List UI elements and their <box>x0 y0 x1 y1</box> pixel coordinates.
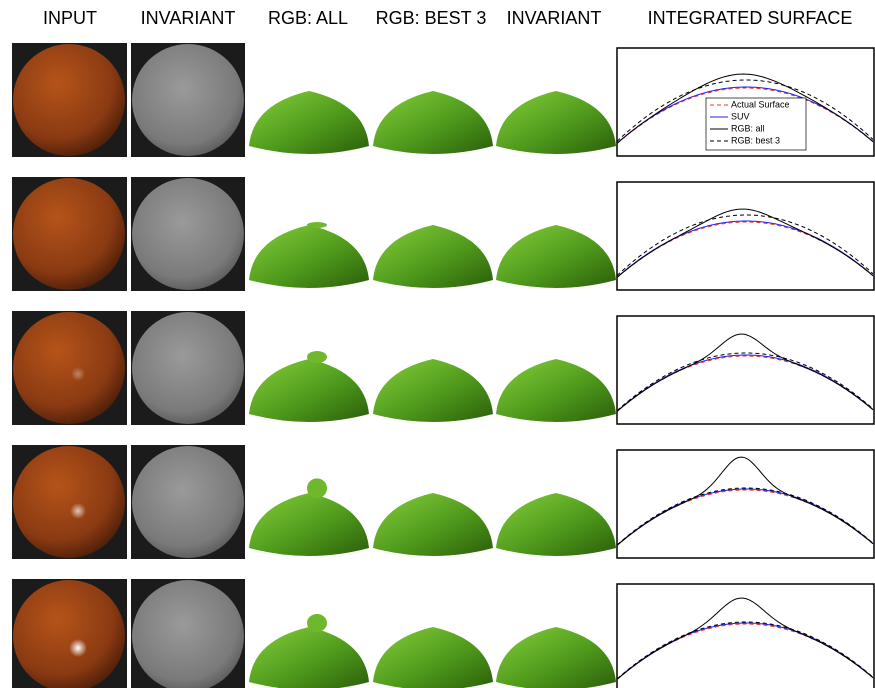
specular-highlight <box>70 503 86 519</box>
figure: INPUT INVARIANT RGB: ALL RGB: BEST 3 INV… <box>0 0 875 688</box>
legend-label: SUV <box>731 111 750 121</box>
reconstructed-surface <box>373 493 493 556</box>
reconstructed-surface <box>249 225 369 288</box>
plot-frame <box>617 450 874 558</box>
column-header: INTEGRATED SURFACE <box>648 8 853 28</box>
legend: Actual Surface SUV RGB: all RGB: best 3 <box>706 98 806 150</box>
reconstructed-surface <box>373 627 493 688</box>
input-sphere <box>13 580 125 688</box>
legend-label: RGB: all <box>731 123 765 133</box>
plot-frame <box>617 182 874 290</box>
reconstructed-surface <box>373 359 493 422</box>
invariant-sphere <box>132 178 244 290</box>
input-sphere <box>13 312 125 424</box>
specular-highlight <box>71 367 85 381</box>
surface-artifact <box>307 351 327 363</box>
figure-row <box>12 177 874 291</box>
column-header: INPUT <box>43 8 97 28</box>
plot-frame <box>617 316 874 424</box>
figure-row: Actual Surface SUV RGB: all RGB: best 3 <box>12 43 874 157</box>
reconstructed-surface <box>496 225 616 288</box>
column-header: INVARIANT <box>141 8 236 28</box>
reconstructed-surface <box>496 493 616 556</box>
input-sphere <box>13 446 125 558</box>
reconstructed-surface <box>373 225 493 288</box>
legend-label: RGB: best 3 <box>731 135 780 145</box>
reconstructed-surface <box>373 91 493 154</box>
reconstructed-surface <box>496 359 616 422</box>
figure-row <box>12 579 874 688</box>
surface-artifact <box>307 614 327 632</box>
invariant-sphere <box>132 312 244 424</box>
invariant-sphere <box>132 580 244 688</box>
reconstructed-surface <box>496 91 616 154</box>
invariant-sphere <box>132 44 244 156</box>
figure-row <box>12 311 874 425</box>
surface-artifact <box>307 478 327 498</box>
specular-highlight <box>69 639 87 657</box>
figure-row <box>12 445 874 559</box>
column-header: RGB: ALL <box>268 8 348 28</box>
reconstructed-surface <box>249 627 369 688</box>
reconstructed-surface <box>249 359 369 422</box>
column-header: INVARIANT <box>507 8 602 28</box>
column-headers: INPUT INVARIANT RGB: ALL RGB: BEST 3 INV… <box>43 8 852 28</box>
legend-label: Actual Surface <box>731 99 790 109</box>
invariant-sphere <box>132 446 244 558</box>
plot-frame <box>617 584 874 688</box>
reconstructed-surface <box>249 493 369 556</box>
column-header: RGB: BEST 3 <box>376 8 487 28</box>
input-sphere <box>13 44 125 156</box>
reconstructed-surface <box>249 91 369 154</box>
input-sphere <box>13 178 125 290</box>
surface-artifact <box>307 222 327 228</box>
reconstructed-surface <box>496 627 616 688</box>
